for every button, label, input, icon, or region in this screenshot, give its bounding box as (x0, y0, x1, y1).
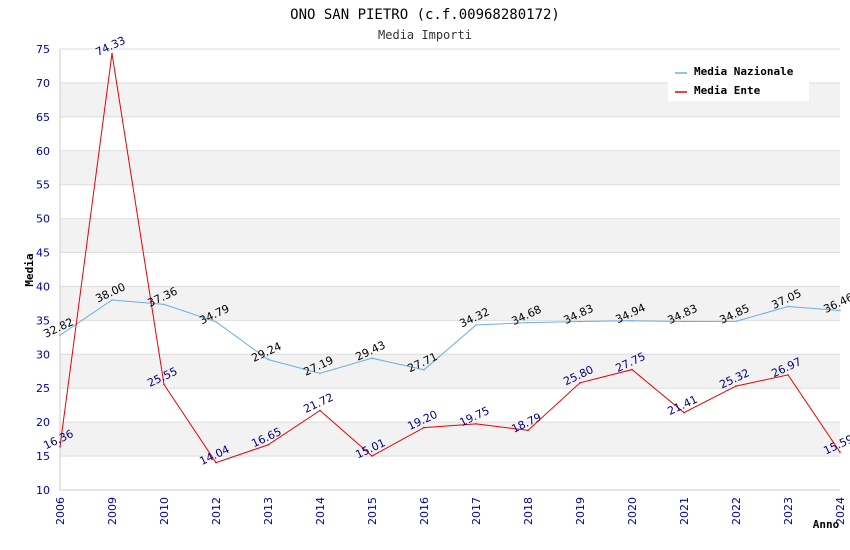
x-axis-label: Anno (813, 518, 840, 531)
legend-label-ente: Media Ente (694, 84, 761, 97)
data-point (267, 358, 269, 361)
y-tick-label: 20 (36, 416, 50, 429)
data-point (839, 309, 841, 312)
y-tick-label: 55 (36, 179, 50, 192)
y-tick-label: 60 (36, 145, 50, 158)
x-tick-label: 2017 (470, 497, 483, 525)
x-tick-label: 2020 (626, 497, 639, 525)
data-point (579, 320, 581, 323)
data-point (839, 451, 841, 453)
legend: Media Nazionale Media Ente (668, 60, 809, 101)
x-tick-label: 2018 (522, 497, 535, 525)
data-point (319, 372, 321, 375)
series-line-ente (59, 53, 841, 464)
data-point (787, 305, 789, 308)
y-tick-label: 15 (36, 450, 50, 463)
data-point (579, 382, 581, 384)
data-point (423, 426, 425, 429)
data-point (215, 321, 217, 323)
plot-band (60, 354, 840, 389)
x-tick-label: 2019 (574, 497, 587, 525)
y-tick-label: 70 (36, 77, 50, 90)
x-tick-label: 2009 (106, 497, 119, 525)
data-point (163, 383, 165, 386)
data-point (267, 444, 269, 446)
x-tick-label: 2012 (210, 497, 223, 525)
plot-bands (60, 82, 840, 457)
x-tick-label: 2021 (678, 497, 691, 525)
data-point (527, 321, 529, 324)
data-point (475, 324, 477, 326)
x-tick-label: 2013 (262, 497, 275, 525)
data-point (111, 299, 113, 301)
x-tick-labels: 2006 2009 2010 2012 2013 2014 2015 2016 2017 2018… (54, 497, 847, 525)
x-tick-label: 2014 (314, 497, 327, 525)
x-tick-label: 2006 (54, 497, 67, 525)
data-point (319, 409, 321, 412)
data-label: 74.33 (93, 34, 127, 59)
data-point (787, 374, 789, 376)
axes (59, 49, 840, 491)
x-tick-label: 2015 (366, 497, 379, 525)
series-lines (59, 52, 841, 464)
data-point (423, 369, 425, 371)
data-point (683, 411, 685, 414)
y-tick-label: 75 (36, 43, 50, 56)
x-tick-label: 2023 (782, 497, 795, 525)
data-point (735, 320, 737, 323)
x-tick-label: 2016 (418, 497, 431, 525)
y-tick-label: 35 (36, 314, 50, 327)
data-point (631, 319, 633, 322)
y-tick-label: 45 (36, 247, 50, 260)
series-line-nazionale (59, 299, 841, 374)
y-tick-label: 25 (36, 382, 50, 395)
data-point (631, 368, 633, 371)
y-tick-labels: 10 15 20 25 30 35 40 45 50 55 60 65 70 75 (36, 43, 50, 497)
data-label: 21.41 (665, 393, 699, 418)
data-point (527, 429, 529, 432)
x-tick-label: 2024 (834, 497, 847, 525)
plot-band (60, 422, 840, 457)
data-point (59, 334, 61, 336)
chart-subtitle: Media Importi (378, 28, 472, 42)
y-tick-label: 30 (36, 348, 50, 361)
data-point (475, 423, 477, 425)
chart-title: ONO SAN PIETRO (c.f.00968280172) (290, 7, 560, 23)
data-point (111, 52, 113, 55)
x-tick-label: 2010 (158, 497, 171, 525)
data-point (371, 455, 373, 457)
data-point (735, 385, 737, 387)
data-point (371, 357, 373, 359)
data-point (163, 303, 165, 306)
y-tick-label: 10 (36, 484, 50, 497)
y-tick-label: 50 (36, 213, 50, 226)
legend-background (668, 60, 809, 101)
data-point (215, 461, 217, 464)
data-point (59, 446, 61, 448)
y-axis-label: Media (23, 253, 36, 286)
plot-band (60, 286, 840, 321)
y-tick-label: 40 (36, 280, 50, 293)
y-tick-label: 65 (36, 111, 50, 124)
plot-band (60, 218, 840, 253)
data-point (683, 320, 685, 323)
plot-band (60, 150, 840, 185)
data-label: 21.72 (301, 391, 335, 416)
x-tick-label: 2022 (730, 497, 743, 525)
legend-label-nazionale: Media Nazionale (694, 65, 794, 78)
